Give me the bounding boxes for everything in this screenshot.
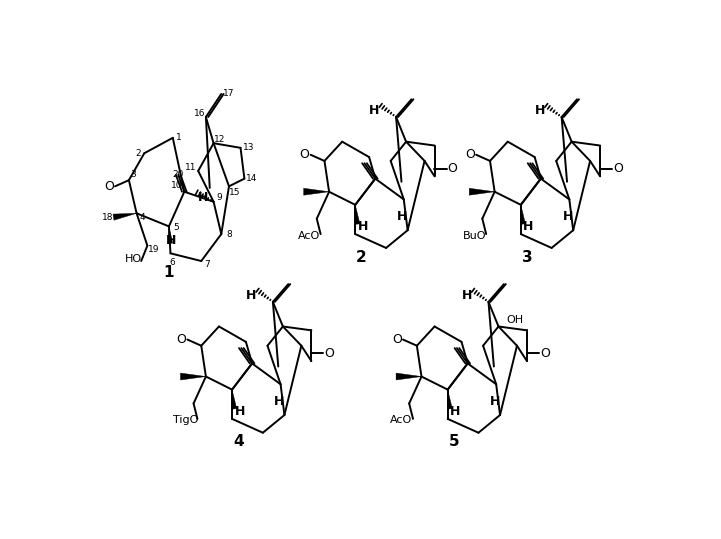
Text: 18: 18 (102, 213, 113, 222)
Text: 19: 19 (148, 245, 159, 254)
Text: 20: 20 (172, 170, 184, 178)
Text: H: H (535, 105, 545, 118)
Text: O: O (540, 347, 550, 360)
Polygon shape (168, 226, 173, 244)
Text: TigO: TigO (173, 416, 198, 425)
Text: H: H (166, 234, 177, 247)
Text: 12: 12 (214, 135, 226, 144)
Text: O: O (177, 333, 186, 346)
Polygon shape (304, 188, 329, 195)
Text: O: O (324, 347, 335, 360)
Text: 9: 9 (217, 194, 223, 202)
Text: H: H (234, 405, 245, 418)
Text: 5: 5 (448, 434, 459, 450)
Text: 4: 4 (140, 213, 146, 222)
Polygon shape (521, 205, 526, 224)
Text: 6: 6 (169, 258, 175, 267)
Polygon shape (469, 188, 495, 195)
Polygon shape (448, 390, 452, 409)
Text: 17: 17 (224, 89, 235, 99)
Text: H: H (461, 289, 472, 302)
Polygon shape (355, 205, 360, 224)
Text: O: O (104, 180, 114, 193)
Text: 13: 13 (242, 143, 254, 153)
Text: H: H (450, 405, 461, 418)
Text: O: O (614, 162, 623, 175)
Text: 15: 15 (229, 188, 241, 197)
Text: H: H (198, 191, 208, 204)
Text: 4: 4 (233, 434, 244, 450)
Text: 11: 11 (185, 163, 196, 171)
Text: 1: 1 (164, 265, 174, 280)
Polygon shape (113, 213, 136, 220)
Text: O: O (465, 148, 475, 161)
Text: 3: 3 (522, 250, 532, 265)
Text: 2: 2 (136, 149, 141, 158)
Text: 14: 14 (247, 174, 258, 183)
Text: O: O (299, 148, 309, 161)
Polygon shape (180, 373, 206, 380)
Text: H: H (274, 395, 284, 407)
Text: OH: OH (507, 315, 524, 326)
Text: 16: 16 (194, 109, 205, 118)
Text: H: H (562, 210, 573, 223)
Text: BuO: BuO (463, 231, 487, 240)
Text: 1: 1 (176, 133, 182, 142)
Text: H: H (397, 210, 407, 223)
Text: HO: HO (125, 254, 142, 265)
Text: O: O (448, 162, 458, 175)
Text: AcO: AcO (298, 231, 320, 240)
Text: H: H (523, 220, 534, 233)
Text: 7: 7 (205, 260, 211, 270)
Text: 8: 8 (226, 230, 232, 239)
Text: H: H (490, 395, 500, 407)
Text: AcO: AcO (390, 416, 412, 425)
Text: 10: 10 (171, 181, 182, 190)
Text: 2: 2 (356, 250, 367, 265)
Text: H: H (369, 105, 380, 118)
Text: H: H (246, 289, 257, 302)
Text: H: H (358, 220, 368, 233)
Text: 3: 3 (131, 170, 136, 178)
Text: O: O (392, 333, 402, 346)
Polygon shape (396, 373, 422, 380)
Text: 5: 5 (174, 224, 180, 232)
Polygon shape (232, 390, 236, 409)
